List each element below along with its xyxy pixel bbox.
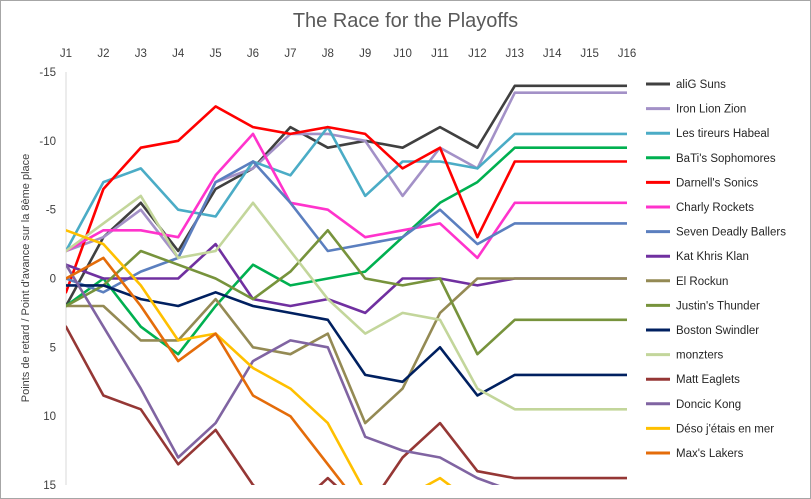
series-line-11 — [66, 194, 627, 411]
x-tick-label: J7 — [284, 48, 296, 60]
y-tick-labels: -15 -10 -5 0 5 10 15 — [39, 67, 56, 492]
legend-label-10: Boston Swindler — [676, 325, 759, 337]
legend-label-11: monzters — [676, 350, 724, 362]
legend-label-12: Matt Eaglets — [676, 374, 740, 386]
legend-label-1: Iron Lion Zion — [676, 104, 746, 116]
x-tick-label: J15 — [580, 48, 599, 60]
y-tick-label: -15 — [39, 67, 56, 79]
x-tick-label: J5 — [210, 48, 222, 60]
x-tick-label: J2 — [97, 48, 109, 60]
x-tick-label: J13 — [506, 48, 525, 60]
x-tick-label: J6 — [247, 48, 259, 60]
legend-label-4: Darnell's Sonics — [676, 177, 758, 189]
legend-label-5: Charly Rockets — [676, 202, 754, 214]
x-tick-label: J11 — [431, 48, 449, 60]
y-tick-label: -5 — [46, 205, 56, 217]
series-line-9 — [66, 229, 627, 356]
y-tick-label: 15 — [43, 480, 56, 492]
x-tick-label: J3 — [135, 48, 147, 60]
x-tick-label: J8 — [322, 48, 334, 60]
x-tick-label: J12 — [468, 48, 487, 60]
legend-label-6: Seven Deadly Ballers — [676, 227, 786, 239]
x-tick-label: J4 — [172, 48, 185, 60]
chart-title: The Race for the Playoffs — [292, 10, 519, 32]
series-line-4 — [66, 105, 627, 294]
series-line-2 — [66, 125, 627, 253]
series-line-5 — [66, 132, 627, 260]
x-tick-label: J10 — [393, 48, 412, 60]
y-tick-label: -10 — [39, 136, 56, 148]
legend-label-9: Justin's Thunder — [676, 300, 760, 312]
legend-label-2: Les tireurs Habeal — [676, 128, 769, 140]
legend-label-15: Max's Lakers — [676, 448, 744, 460]
x-tick-labels: J1 J2 J3 J4 J5 J6 J7 J8 J9 J10 J11 J12 J13 J14 J15 J16 — [60, 48, 636, 60]
x-tick-label: J14 — [543, 48, 562, 60]
series-line-15 — [66, 256, 346, 485]
legend: aliG Suns Iron Lion Zion Les tireurs Habea… — [646, 79, 786, 460]
series-line-10 — [66, 284, 627, 397]
y-tick-label: 10 — [43, 411, 56, 423]
legend-label-7: Kat Khris Klan — [676, 251, 749, 263]
series-line-6 — [66, 160, 627, 294]
series-lines — [66, 84, 627, 485]
y-axis-label: Points de retard / Point d'avance sur la… — [20, 154, 32, 403]
x-tick-label: J9 — [359, 48, 371, 60]
legend-label-13: Doncic Kong — [676, 399, 741, 411]
series-line-13 — [66, 263, 500, 485]
legend-label-0: aliG Suns — [676, 79, 726, 91]
series-line-14 — [66, 229, 452, 485]
x-tick-label: J1 — [60, 48, 72, 60]
x-tick-label: J16 — [618, 48, 637, 60]
legend-label-14: Déso j'étais en mer — [676, 423, 774, 435]
series-line-8 — [66, 277, 627, 425]
series-line-12 — [66, 325, 627, 485]
legend-label-8: El Rockun — [676, 276, 728, 288]
y-tick-label: 5 — [50, 342, 56, 354]
y-tick-label: 0 — [50, 274, 56, 286]
series-line-0 — [66, 84, 627, 308]
legend-label-3: BaTi's Sophomores — [676, 153, 776, 165]
